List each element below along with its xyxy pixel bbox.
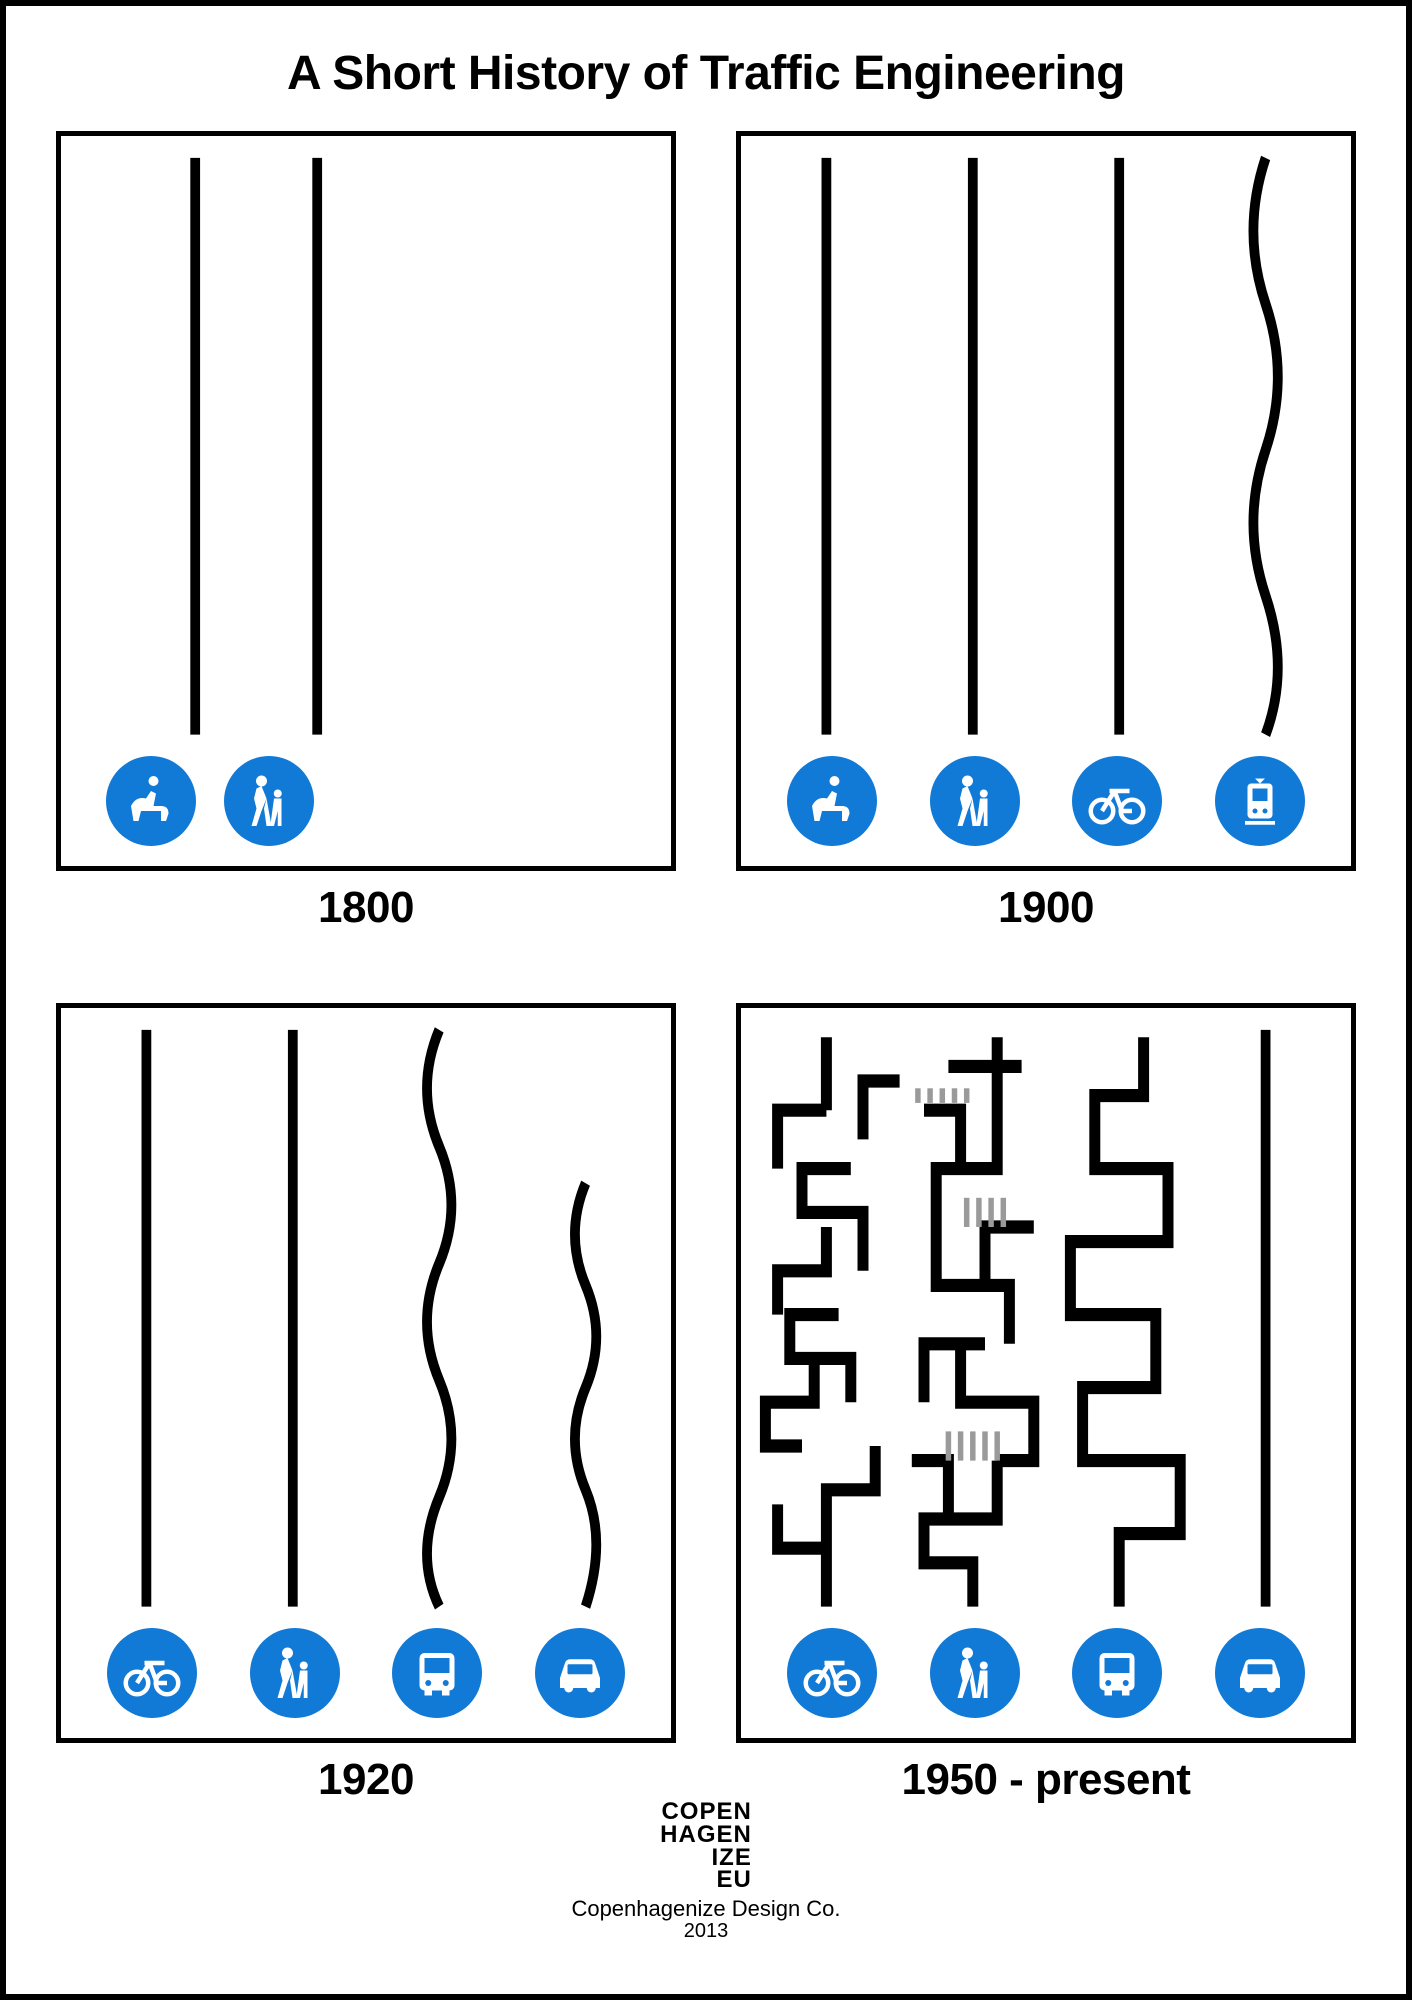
horse-rider-icon <box>106 756 196 846</box>
credit-year: 2013 <box>56 1920 1356 1943</box>
panel-grid: 1800 <box>56 131 1356 1781</box>
page-frame: A Short History of Traffic Engineering <box>0 0 1412 2000</box>
logo: COPEN HAGEN IZE EU <box>660 1801 752 1892</box>
panel-1800: 1800 <box>56 131 676 933</box>
panel-label-1920: 1920 <box>318 1755 414 1805</box>
pedestrian-icon <box>224 756 314 846</box>
icon-row-1950 <box>741 1628 1351 1718</box>
icon-row-1920 <box>61 1628 671 1718</box>
icon-row-1900 <box>741 756 1351 846</box>
credit-text: Copenhagenize Design Co. <box>56 1896 1356 1922</box>
panel-box-1800 <box>56 131 676 871</box>
pedestrian-icon <box>930 1628 1020 1718</box>
icon-row-1800 <box>61 756 671 846</box>
tram-icon <box>1215 756 1305 846</box>
bicycle-icon <box>107 1628 197 1718</box>
bicycle-icon <box>1072 756 1162 846</box>
pedestrian-icon <box>930 756 1020 846</box>
panel-label-1900: 1900 <box>998 883 1094 933</box>
footer: COPEN HAGEN IZE EU Copenhagenize Design … <box>56 1801 1356 1943</box>
panel-box-1950 <box>736 1003 1356 1743</box>
horse-rider-icon <box>787 756 877 846</box>
panel-1950: 1950 - present <box>736 1003 1356 1805</box>
panel-label-1800: 1800 <box>318 883 414 933</box>
bus-icon <box>392 1628 482 1718</box>
bicycle-icon <box>787 1628 877 1718</box>
panel-1900: 1900 <box>736 131 1356 933</box>
panel-1920: 1920 <box>56 1003 676 1805</box>
car-icon <box>535 1628 625 1718</box>
panel-box-1920 <box>56 1003 676 1743</box>
logo-line-4: EU <box>716 1866 751 1893</box>
car-icon <box>1215 1628 1305 1718</box>
pedestrian-icon <box>250 1628 340 1718</box>
page-title: A Short History of Traffic Engineering <box>56 46 1356 101</box>
bus-icon <box>1072 1628 1162 1718</box>
panel-box-1900 <box>736 131 1356 871</box>
panel-label-1950: 1950 - present <box>902 1755 1191 1805</box>
